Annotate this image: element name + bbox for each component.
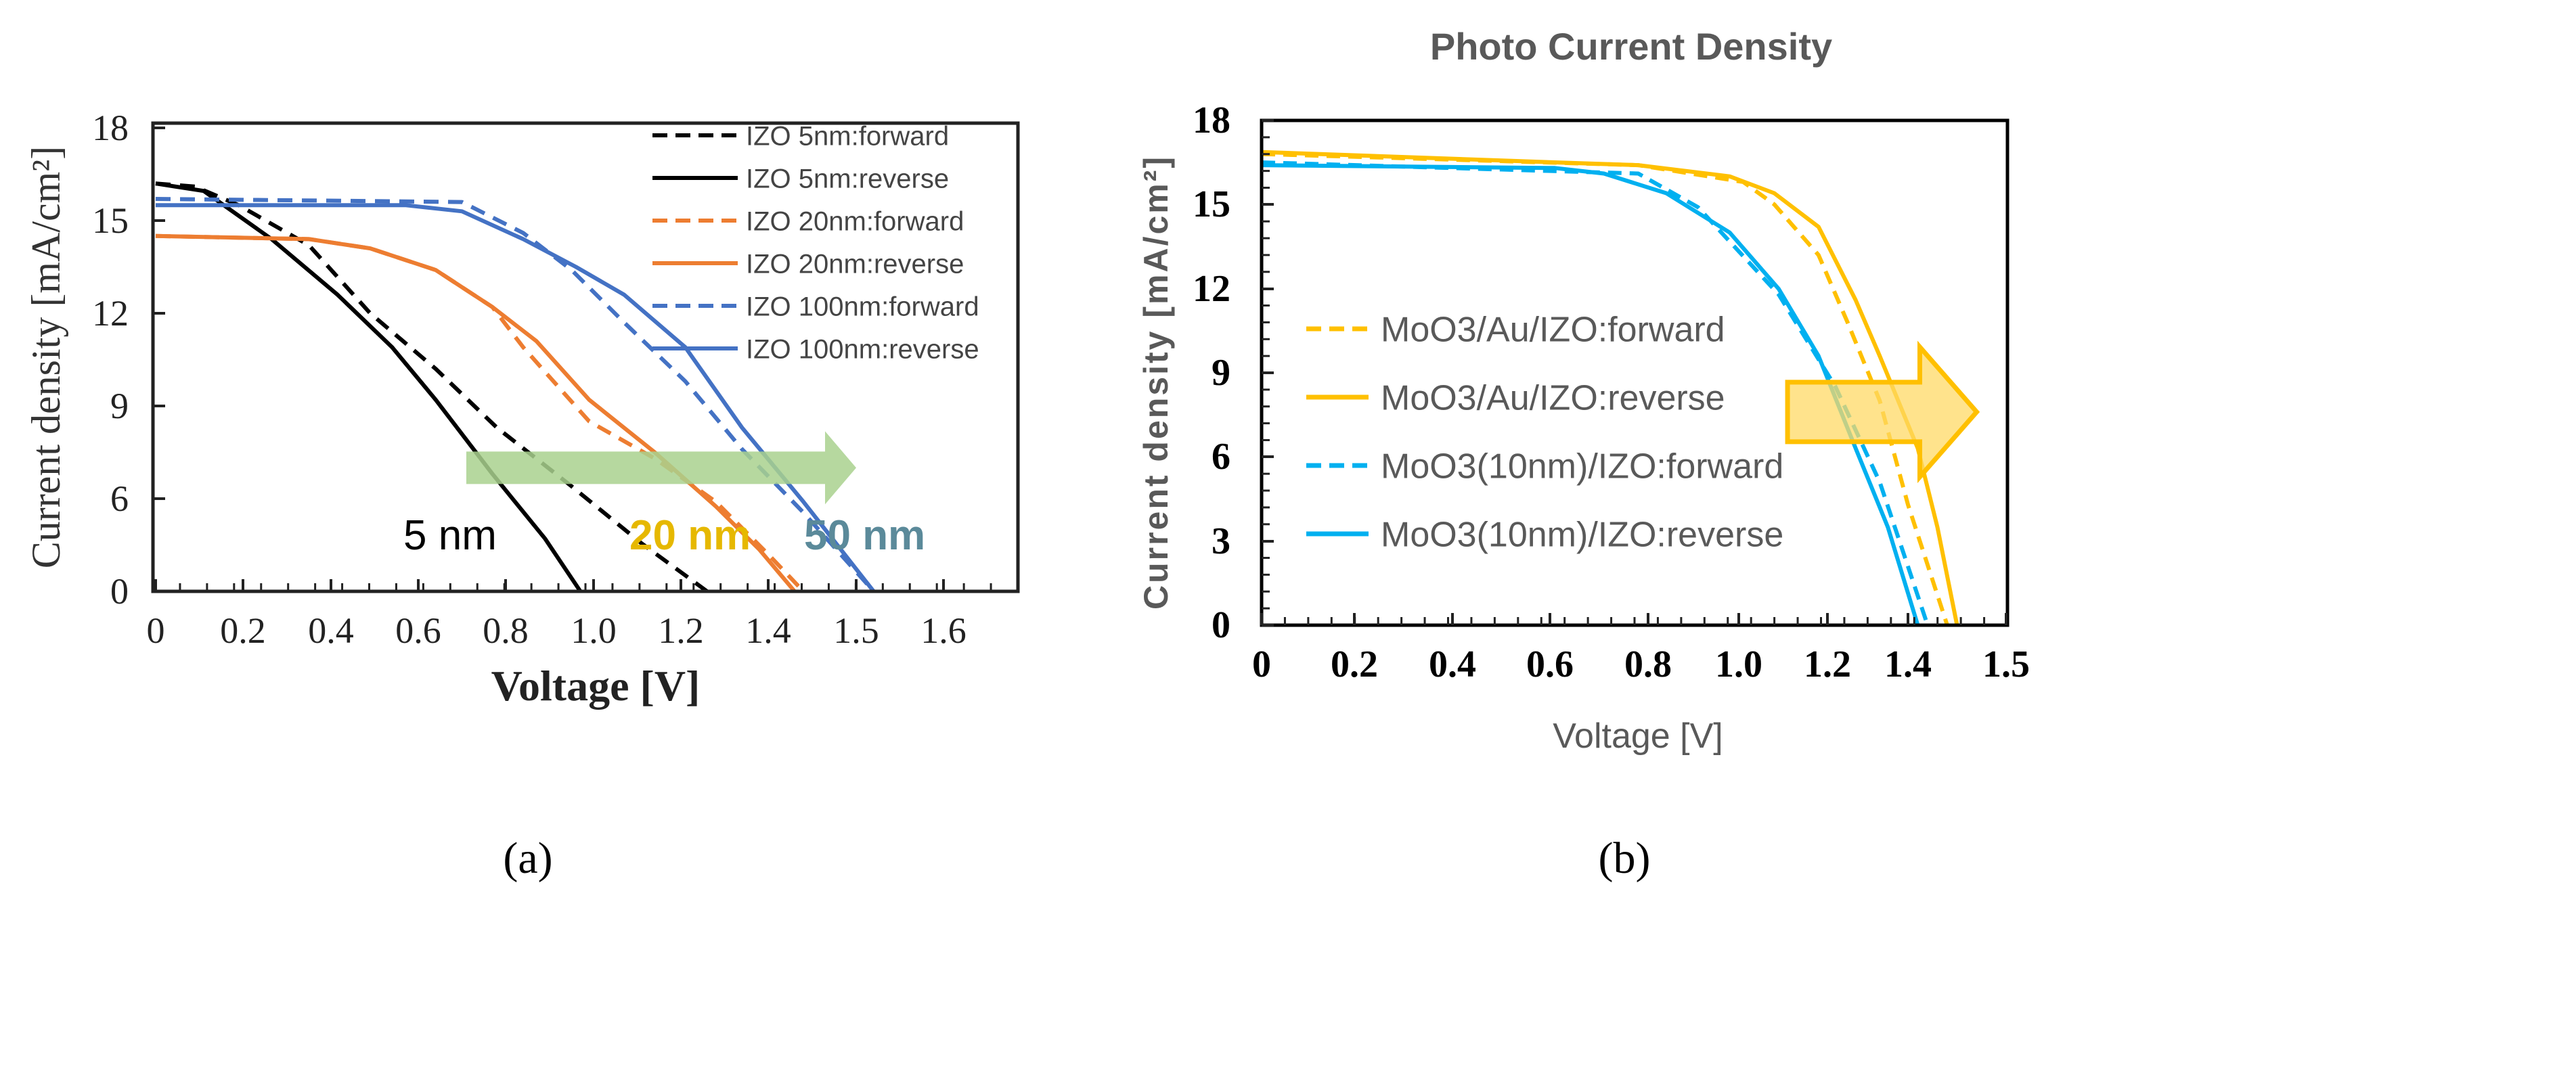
y-tick-label: 15: [1193, 183, 1230, 225]
x-tick-label: 1.2: [1804, 643, 1851, 685]
y-tick-label: 3: [1212, 520, 1230, 562]
x-tick-label: 0.8: [1624, 643, 1672, 685]
x-tick-label: 1.4: [745, 610, 791, 651]
chart-a-ticks: 0 0.2 0.4 0.6 0.8 1.0 1.2 1.4 1.5 1.6 0 6 9 12 15 18: [92, 108, 992, 651]
annotation-5nm: 5 nm: [403, 512, 497, 559]
arrow-shape: [1785, 340, 1980, 484]
legend-label-3: MoO3(10nm)/IZO:forward: [1381, 447, 1783, 486]
legend-label-2: MoO3/Au/IZO:reverse: [1381, 379, 1725, 418]
x-tick-label: 0.8: [483, 610, 529, 651]
series-line-4: [1261, 163, 1920, 626]
x-tick-label: 0.2: [1331, 643, 1378, 685]
y-tick-label: 18: [92, 108, 129, 148]
chart-a: 0 0.2 0.4 0.6 0.8 1.0 1.2 1.4 1.5 1.6 0 6 9 12 15 18 IZ…: [24, 108, 1020, 883]
series-line-4: [155, 233, 797, 593]
y-tick-label: 15: [92, 200, 129, 241]
series-line-3: [1261, 160, 1930, 626]
chart-a-legend: IZO 5nm:forward IZO 5nm:reverse IZO 20nm:f…: [652, 121, 979, 364]
chart-b-y-axis-label: Current density [mA/cm²]: [1137, 155, 1175, 610]
chart-a-x-axis-label: Voltage [V]: [491, 662, 701, 710]
y-tick-label: 0: [1212, 604, 1230, 646]
legend-label-4: MoO3(10nm)/IZO:reverse: [1381, 516, 1783, 555]
legend-label-6: IZO 100nm:reverse: [746, 334, 979, 364]
x-tick-label: 0: [147, 610, 165, 651]
legend-label-1: MoO3/Au/IZO:forward: [1381, 311, 1725, 350]
chart-b: Photo Current Density 0 0.2 0.4 0.6 0.8 1.0 1.…: [1137, 25, 2030, 883]
x-tick-label: 0: [1252, 643, 1271, 685]
chart-b-ticks: 0 0.2 0.4 0.6 0.8 1.0 1.2 1.4 1.5 0 3 6 9 12 15 18: [1193, 99, 2030, 685]
x-tick-label: 1.2: [658, 610, 704, 651]
x-tick-label: 1.4: [1884, 643, 1932, 685]
legend-label-2: IZO 5nm:reverse: [746, 164, 949, 194]
legend-label-1: IZO 5nm:forward: [746, 121, 949, 151]
annotation-50nm: 50 nm: [804, 512, 925, 559]
x-tick-label: 0.4: [308, 610, 354, 651]
x-tick-label: 1.5: [1982, 643, 2030, 685]
green-arrow: [466, 431, 856, 505]
x-tick-label: 0.4: [1429, 643, 1476, 685]
orange-arrow: [1785, 340, 1980, 484]
annotation-20nm: 20 nm: [629, 512, 751, 559]
y-tick-label: 12: [92, 293, 129, 334]
x-tick-label: 1.5: [833, 610, 879, 651]
legend-label-5: IZO 100nm:forward: [746, 292, 979, 321]
y-tick-label: 6: [1212, 436, 1230, 478]
x-tick-label: 0.2: [220, 610, 266, 651]
chart-b-title: Photo Current Density: [1430, 25, 1832, 68]
y-tick-label: 18: [1193, 99, 1230, 141]
x-tick-label: 1.0: [571, 610, 617, 651]
x-tick-label: 0.6: [395, 610, 441, 651]
arrow-shape: [466, 431, 856, 505]
series-line-5: [155, 197, 876, 593]
x-tick-label: 0.6: [1526, 643, 1574, 685]
x-tick-label: 1.0: [1715, 643, 1762, 685]
x-tick-label: 1.6: [920, 610, 967, 651]
y-tick-label: 9: [110, 386, 129, 426]
series-line-1: [155, 181, 709, 593]
legend-label-3: IZO 20nm:forward: [746, 206, 964, 236]
y-tick-label: 9: [1212, 352, 1230, 394]
y-tick-label: 6: [110, 478, 129, 519]
chart-b-x-axis-label: Voltage [V]: [1553, 717, 1723, 756]
chart-b-legend: MoO3/Au/IZO:forward MoO3/Au/IZO:reverse Mo…: [1306, 311, 1783, 555]
panel-b-label: (b): [1599, 834, 1651, 883]
chart-a-y-axis-label: Current density [mA/cm²]: [24, 146, 68, 569]
legend-label-4: IZO 20nm:reverse: [746, 249, 964, 279]
panel-a-label: (a): [503, 834, 552, 883]
y-tick-label: 12: [1193, 268, 1230, 310]
y-tick-label: 0: [110, 571, 129, 612]
